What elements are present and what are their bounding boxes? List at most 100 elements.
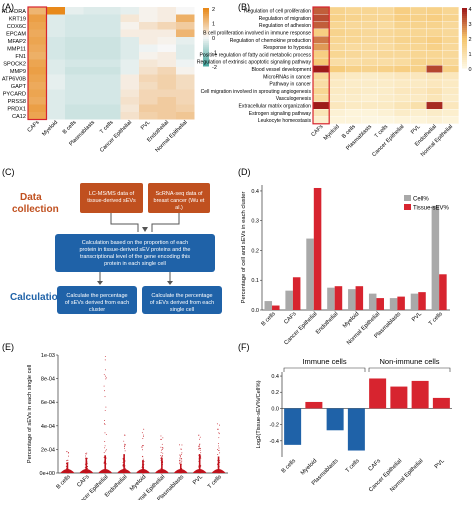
cell-point xyxy=(86,472,88,474)
panel-f-chart: (F) -0.4 -0.2 0.0 0.2 0.4 Log2(Tissue-sEV%/Ce… xyxy=(238,342,452,493)
bar-cell xyxy=(431,205,440,310)
heatmap-cell xyxy=(157,29,176,37)
heatmap-cell xyxy=(426,43,443,51)
y-axis-label: Percentage of cell and sEVs in each clus… xyxy=(241,192,247,304)
cell-point xyxy=(200,464,202,466)
cell-point xyxy=(103,462,105,464)
heatmap-cell xyxy=(442,65,459,73)
heatmap-cell xyxy=(157,44,176,52)
cell-point xyxy=(124,468,126,470)
y-axis-label: Percentage of sEVs in each single cell xyxy=(27,365,33,464)
cell-point xyxy=(180,471,182,473)
cell-point xyxy=(217,449,219,450)
panel-a-color-scale: 2 1 0 -1 -2 xyxy=(203,7,217,71)
cell-point xyxy=(67,452,69,454)
cell-point xyxy=(84,463,86,465)
heatmap-cell xyxy=(139,37,158,45)
heatmap-cell xyxy=(46,29,65,37)
heatmap-cell xyxy=(176,29,195,37)
heatmap-cell xyxy=(393,43,411,51)
heatmap-cell xyxy=(46,22,65,30)
x-tick-label: T cells xyxy=(345,458,361,474)
scale-tick: 2 xyxy=(212,7,215,13)
cell-point xyxy=(67,467,69,469)
row-label: Positive regulation of fatty acid metabo… xyxy=(199,52,311,58)
panel-e-label: (E) xyxy=(2,342,14,352)
heatmap-cell xyxy=(46,97,65,105)
bar-cell xyxy=(285,290,293,310)
cell-point xyxy=(104,390,105,392)
heatmap-cell xyxy=(345,14,362,22)
heatmap-cell xyxy=(176,52,195,60)
cell-point xyxy=(123,440,125,442)
cell-point xyxy=(66,470,68,472)
heatmap-cell xyxy=(83,14,102,22)
cell-point xyxy=(66,460,68,462)
cell-point xyxy=(143,468,145,470)
cell-point xyxy=(66,468,68,470)
heatmap-cell xyxy=(361,72,378,81)
legend-swatch xyxy=(404,204,411,210)
cell-point xyxy=(124,460,126,462)
heatmap-cell xyxy=(345,65,362,73)
cell-point xyxy=(219,472,221,474)
non-immune-group-label: Non-immune cells xyxy=(379,357,439,366)
heatmap-cell xyxy=(377,57,395,66)
row-label: Extracellular matrix organization xyxy=(239,104,312,110)
cell-point xyxy=(105,467,106,469)
cell-point xyxy=(68,471,69,473)
heatmap-cell xyxy=(410,50,427,59)
heatmap-cell xyxy=(361,50,378,59)
cell-point xyxy=(122,460,124,462)
y-tick-label: 2e-04 xyxy=(41,447,55,453)
cell-point xyxy=(160,470,162,472)
heatmap-cell xyxy=(361,28,378,37)
cell-point xyxy=(86,462,88,464)
scale-tick: 3 xyxy=(469,22,472,28)
legend-label: Tissue-sEV% xyxy=(413,206,449,212)
heatmap-cell xyxy=(410,21,427,30)
cell-point xyxy=(179,456,181,458)
cell-point xyxy=(141,446,143,448)
heatmap-cell xyxy=(312,94,330,103)
cell-point xyxy=(104,355,106,357)
cell-point xyxy=(103,456,105,458)
cell-point xyxy=(217,469,218,471)
heatmap-cell xyxy=(157,14,176,22)
cell-point xyxy=(104,465,106,467)
heatmap-cell xyxy=(28,74,47,82)
cell-point xyxy=(198,446,200,448)
row-label: GAPT xyxy=(11,84,27,90)
row-label: Response to hypoxia xyxy=(263,45,311,51)
heatmap-cell xyxy=(329,65,346,73)
cell-point xyxy=(104,450,106,452)
heatmap-cell xyxy=(28,37,47,45)
bar xyxy=(369,378,387,409)
heatmap-cell xyxy=(329,14,346,22)
heatmap-cell xyxy=(377,14,395,22)
cell-point xyxy=(142,469,144,471)
x-tick-label: PVL xyxy=(411,311,424,324)
cell-point xyxy=(105,406,107,408)
cell-point xyxy=(142,449,144,451)
cluster-box xyxy=(57,286,137,314)
y-tick-label: 0.4 xyxy=(251,189,259,195)
heatmap-cell xyxy=(361,43,378,51)
cell-point xyxy=(217,464,218,466)
cell-point xyxy=(198,438,200,440)
heatmap-cell xyxy=(102,7,121,15)
heatmap-cell xyxy=(157,82,176,90)
cell-point xyxy=(143,434,144,436)
heatmap-cell xyxy=(393,101,411,110)
cell-point xyxy=(85,462,87,464)
cell-point xyxy=(218,437,220,439)
heatmap-cell xyxy=(345,6,362,15)
col-label: PVL xyxy=(410,124,422,136)
col-label: Myeloid xyxy=(323,124,341,142)
panel-a-label: (A) xyxy=(2,2,14,12)
cell-point xyxy=(160,438,162,440)
heatmap-cell xyxy=(120,104,139,112)
row-label: CA12 xyxy=(12,114,26,120)
